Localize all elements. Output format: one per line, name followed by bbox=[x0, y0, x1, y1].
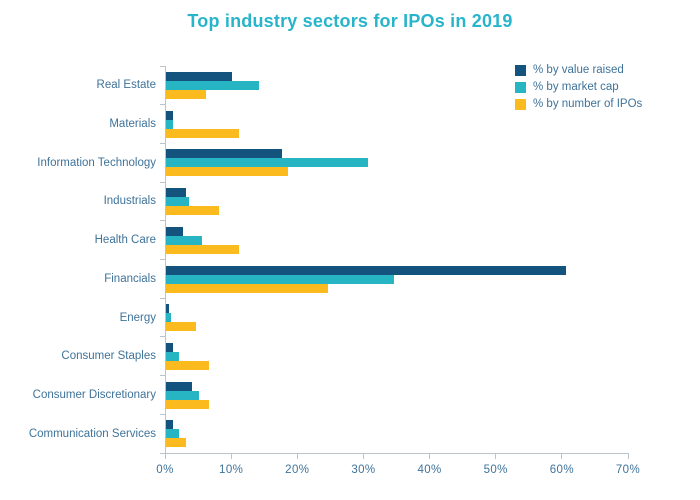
bar-number-of-ipos bbox=[166, 360, 209, 370]
category-label: Communication Services bbox=[28, 427, 156, 440]
bar-group bbox=[166, 298, 629, 337]
chart-title: Top industry sectors for IPOs in 2019 bbox=[187, 11, 513, 31]
bar-group bbox=[166, 260, 629, 299]
bar-number-of-ipos bbox=[166, 399, 209, 409]
category-label: Real Estate bbox=[96, 79, 156, 92]
legend-label: % by market cap bbox=[533, 81, 619, 93]
x-tick-label: 40% bbox=[417, 464, 442, 476]
x-tick-label: 20% bbox=[285, 464, 310, 476]
bar-market-cap bbox=[166, 235, 203, 245]
legend-item-number-of-ipos: % by number of IPOs bbox=[515, 98, 642, 110]
bar-value-raised bbox=[166, 149, 282, 159]
x-axis-tick bbox=[296, 454, 298, 459]
bar-market-cap bbox=[166, 197, 190, 207]
bar-number-of-ipos bbox=[166, 438, 186, 448]
category-label: Industrials bbox=[103, 195, 156, 208]
bar-value-raised bbox=[166, 304, 169, 314]
bar-number-of-ipos bbox=[166, 128, 239, 138]
x-tick-label: 60% bbox=[549, 464, 574, 476]
bar-group bbox=[166, 414, 629, 453]
legend-label: % by number of IPOs bbox=[533, 98, 643, 110]
bar-value-raised bbox=[166, 226, 183, 236]
legend-swatch-market-cap bbox=[515, 81, 526, 93]
y-axis-tick bbox=[160, 452, 166, 454]
category-label: Consumer Discretionary bbox=[32, 388, 156, 401]
bar-value-raised bbox=[166, 110, 173, 120]
y-axis-tick bbox=[160, 413, 166, 415]
y-axis-tick bbox=[160, 336, 166, 338]
bar-number-of-ipos bbox=[166, 90, 206, 99]
x-tick-label: 30% bbox=[351, 464, 376, 476]
category-label: Financials bbox=[104, 272, 156, 285]
category-label: Information Technology bbox=[37, 156, 156, 169]
x-axis-tick bbox=[429, 454, 431, 459]
bar-number-of-ipos bbox=[166, 244, 239, 254]
bar-market-cap bbox=[166, 390, 200, 400]
legend-item-market-cap: % by market cap bbox=[515, 81, 642, 93]
bar-group bbox=[166, 182, 629, 221]
bar-value-raised bbox=[166, 342, 173, 352]
bar-number-of-ipos bbox=[166, 167, 289, 177]
bar-group bbox=[166, 376, 629, 415]
bar-value-raised bbox=[166, 420, 173, 430]
bar-value-raised bbox=[166, 381, 193, 391]
legend-label: % by value raised bbox=[533, 64, 624, 76]
bar-group bbox=[166, 143, 629, 182]
bar-market-cap bbox=[166, 81, 259, 90]
legend-swatch-value-raised bbox=[515, 64, 526, 76]
bar-value-raised bbox=[166, 188, 186, 198]
bar-group bbox=[166, 66, 629, 105]
bar-value-raised bbox=[166, 72, 233, 81]
x-tick-label: 70% bbox=[615, 464, 641, 476]
x-axis-tick bbox=[627, 454, 629, 459]
y-axis-tick bbox=[160, 297, 166, 299]
bar-value-raised bbox=[166, 265, 567, 275]
category-label: Consumer Staples bbox=[61, 350, 156, 363]
category-label: Health Care bbox=[94, 234, 156, 247]
x-tick-label: 10% bbox=[219, 464, 244, 476]
x-tick-label: 50% bbox=[483, 464, 508, 476]
bar-market-cap bbox=[166, 313, 172, 323]
y-axis-tick bbox=[160, 375, 166, 377]
bar-market-cap bbox=[166, 429, 180, 439]
bar-number-of-ipos bbox=[166, 206, 219, 216]
x-axis-tick bbox=[230, 454, 232, 459]
bar-number-of-ipos bbox=[166, 322, 196, 332]
y-axis-tick bbox=[160, 220, 166, 222]
category-label: Materials bbox=[109, 118, 156, 131]
x-axis-tick bbox=[164, 454, 166, 459]
category-label: Energy bbox=[119, 311, 156, 324]
x-axis-tick bbox=[495, 454, 497, 459]
y-axis-tick bbox=[160, 259, 166, 260]
bar-market-cap bbox=[166, 274, 395, 284]
x-axis-tick bbox=[362, 454, 364, 459]
y-axis-tick bbox=[160, 181, 166, 183]
x-tick-label: 0% bbox=[156, 464, 174, 476]
y-axis-tick bbox=[160, 104, 166, 106]
legend-item-value-raised: % by value raised bbox=[515, 64, 642, 76]
bar-market-cap bbox=[166, 119, 173, 129]
bar-group bbox=[166, 337, 629, 376]
bar-market-cap bbox=[166, 158, 368, 168]
legend-swatch-number-of-ipos bbox=[515, 98, 526, 110]
chart-legend: % by value raised % by market cap % by num… bbox=[515, 64, 642, 110]
bar-group bbox=[166, 221, 629, 260]
bar-group bbox=[166, 105, 629, 144]
bar-number-of-ipos bbox=[166, 283, 329, 293]
bar-market-cap bbox=[166, 351, 180, 361]
y-axis-tick bbox=[160, 142, 166, 144]
x-axis-tick bbox=[561, 454, 563, 459]
y-axis-tick bbox=[160, 65, 166, 67]
plot-area bbox=[160, 65, 629, 454]
